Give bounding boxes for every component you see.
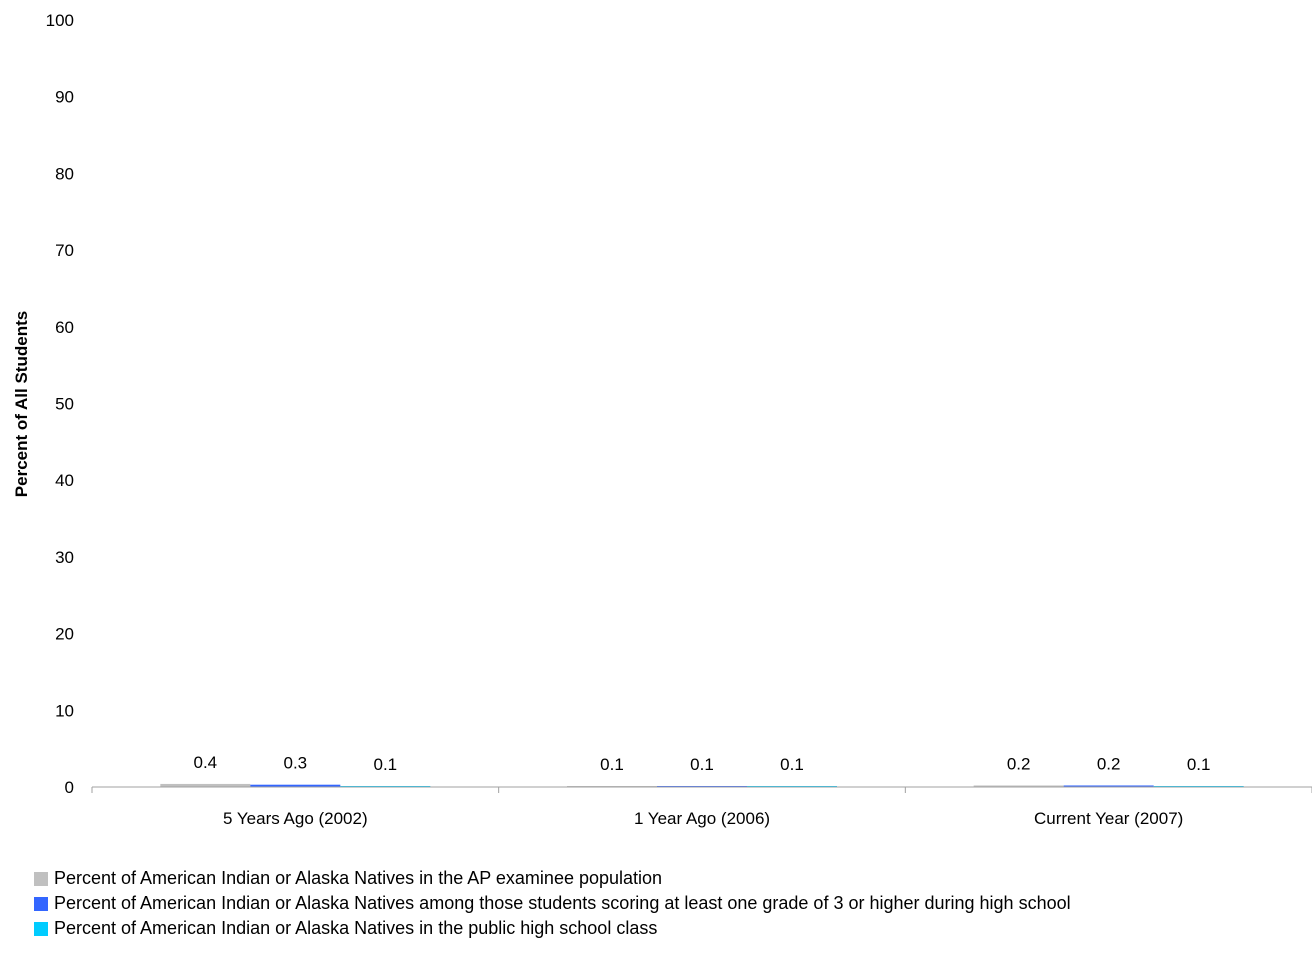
data-label: 0.1: [1187, 755, 1211, 774]
y-axis-ticks: 0 10 20 30 40 50 60 70 80 90 100: [46, 11, 74, 797]
legend-label: Percent of American Indian or Alaska Nat…: [54, 918, 658, 938]
bar-series-1: [160, 783, 251, 787]
data-label: 0.1: [374, 755, 398, 774]
y-tick-label: 100: [46, 11, 74, 30]
data-label: 0.1: [600, 755, 624, 774]
y-tick-label: 40: [55, 471, 74, 490]
legend: Percent of American Indian or Alaska Nat…: [34, 866, 1312, 941]
legend-label: Percent of American Indian or Alaska Nat…: [54, 868, 663, 888]
data-label: 0.1: [780, 755, 804, 774]
y-axis-title: Percent of All Students: [12, 311, 31, 497]
x-axis-labels: 5 Years Ago (2002) 1 Year Ago (2006) Curre…: [223, 809, 1183, 828]
data-label: 0.1: [690, 755, 714, 774]
data-label: 0.2: [1097, 754, 1121, 773]
y-tick-label: 20: [55, 625, 74, 644]
bar-chart: 0 10 20 30 40 50 60 70 80 90 100 Percent of All St…: [12, 11, 1312, 828]
x-axis-ticks: [91, 787, 1312, 793]
legend-item: Percent of American Indian or Alaska Nat…: [34, 916, 1312, 941]
y-tick-label: 10: [55, 701, 74, 720]
data-labels: 0.4 0.3 0.1 0.1 0.1 0.1 0.2 0.2 0.1: [194, 753, 1211, 774]
y-tick-label: 60: [55, 318, 74, 337]
y-tick-label: 70: [55, 241, 74, 260]
bar-series-1: [973, 785, 1064, 787]
y-tick-label: 50: [55, 395, 74, 414]
legend-label: Percent of American Indian or Alaska Nat…: [54, 893, 1071, 913]
y-tick-label: 0: [65, 778, 74, 797]
legend-item: Percent of American Indian or Alaska Nat…: [34, 891, 1312, 916]
y-tick-label: 90: [55, 88, 74, 107]
bar-series-2: [250, 784, 341, 787]
x-tick-label: 1 Year Ago (2006): [634, 809, 770, 828]
legend-swatch: [34, 896, 48, 911]
data-label: 0.4: [194, 753, 218, 772]
y-tick-label: 80: [55, 164, 74, 183]
x-tick-label: Current Year (2007): [1034, 809, 1183, 828]
data-label: 0.3: [284, 754, 308, 773]
legend-item: Percent of American Indian or Alaska Nat…: [34, 866, 1312, 891]
data-label: 0.2: [1007, 754, 1031, 773]
x-tick-label: 5 Years Ago (2002): [223, 809, 368, 828]
legend-swatch: [34, 871, 48, 886]
y-tick-label: 30: [55, 548, 74, 567]
legend-swatch: [34, 921, 48, 936]
bar-series-2: [1063, 785, 1154, 787]
